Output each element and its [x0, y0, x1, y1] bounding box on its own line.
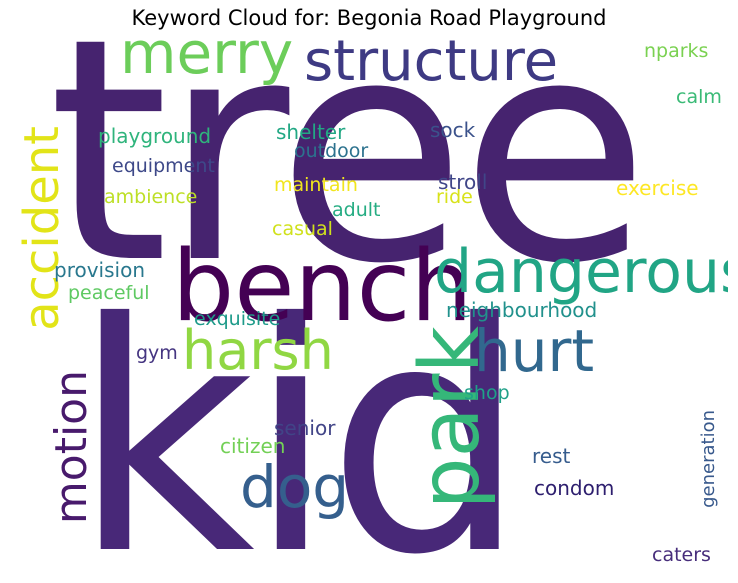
word-equipment: equipment [112, 155, 215, 177]
word-adult: adult [332, 199, 381, 221]
word-calm: calm [676, 86, 722, 108]
word-structure: structure [304, 36, 559, 94]
word-motion: motion [46, 370, 97, 525]
word-citizen: citizen [220, 434, 286, 458]
word-shop: shop [464, 382, 510, 404]
word-peaceful: peaceful [68, 282, 150, 304]
word-generation: generation [698, 410, 719, 508]
word-cloud: tree kid bench merry structure dangerous… [12, 36, 728, 576]
word-playground: playground [98, 124, 212, 148]
word-exercise: exercise [616, 176, 699, 200]
word-harsh: harsh [182, 319, 334, 382]
word-bench: bench [172, 230, 473, 344]
word-stroll: stroll [438, 170, 488, 194]
word-kid: kid [72, 256, 527, 576]
word-tree: tree [48, 36, 650, 331]
word-condom: condom [534, 476, 615, 500]
word-maintain: maintain [274, 174, 358, 196]
word-dog: dog [240, 453, 350, 521]
word-shelter: shelter [276, 120, 346, 144]
word-outdoor: outdoor [294, 140, 369, 162]
word-neighbourhood: neighbourhood [446, 298, 598, 322]
word-gym: gym [136, 342, 178, 364]
word-senior: senior [274, 416, 336, 440]
word-provision: provision [54, 258, 145, 282]
chart-title: Keyword Cloud for: Begonia Road Playgrou… [131, 6, 607, 30]
word-caters: caters [652, 544, 711, 566]
word-dangerous: dangerous [434, 237, 728, 307]
word-accident: accident [14, 126, 70, 331]
word-park: park [403, 326, 498, 510]
word-ride: ride [436, 186, 473, 208]
word-exquisite: exquisite [194, 308, 281, 330]
word-merry: merry [120, 36, 294, 87]
word-casual: casual [272, 218, 333, 240]
word-sock: sock [430, 118, 476, 142]
word-rest: rest [532, 444, 571, 468]
word-hurt: hurt [474, 317, 595, 385]
word-ambience: ambience [104, 186, 198, 208]
word-nparks: nparks [644, 40, 709, 62]
